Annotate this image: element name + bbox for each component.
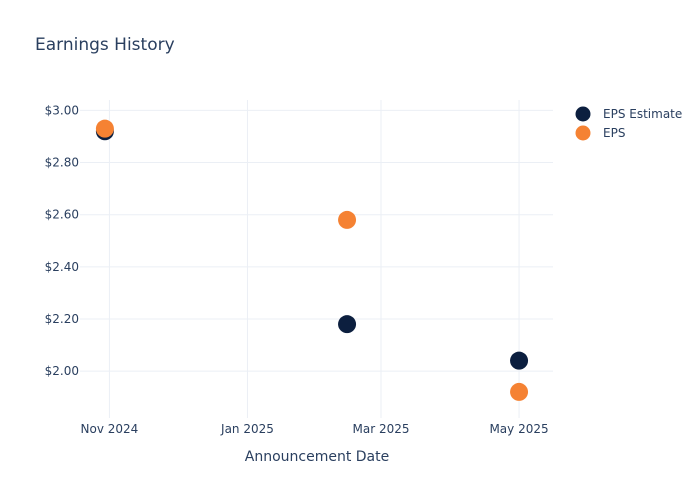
legend-label: EPS (603, 126, 625, 140)
y-tick-label: $2.80 (45, 156, 79, 170)
eps-estimate-point (338, 315, 357, 334)
y-tick-label: $2.60 (45, 208, 79, 222)
eps-point (338, 210, 357, 229)
data-points (95, 119, 529, 401)
x-tick-label: Jan 2025 (220, 422, 274, 436)
y-axis-ticks: $2.00 $2.20 $2.40 $2.60 $2.80 $3.00 (45, 103, 79, 378)
legend-marker (575, 106, 591, 122)
x-axis-title: Announcement Date (245, 449, 389, 465)
legend-label: EPS Estimate (603, 107, 682, 121)
chart-title: Earnings History (35, 35, 175, 55)
y-tick-label: $2.20 (45, 312, 79, 326)
y-tick-label: $2.40 (45, 260, 79, 274)
grid-layer (80, 100, 553, 418)
legend: EPS Estimate EPS (575, 106, 682, 141)
y-tick-label: $2.00 (45, 364, 79, 378)
x-tick-label: May 2025 (489, 422, 548, 436)
eps-point (95, 119, 114, 138)
y-tick-label: $3.00 (45, 103, 79, 117)
legend-marker (575, 125, 591, 141)
x-axis-ticks: Nov 2024 Jan 2025 Mar 2025 May 2025 (81, 422, 549, 436)
x-tick-label: Mar 2025 (353, 422, 410, 436)
x-tick-label: Nov 2024 (81, 422, 139, 436)
eps-estimate-point (510, 351, 529, 370)
eps-point (510, 382, 529, 401)
